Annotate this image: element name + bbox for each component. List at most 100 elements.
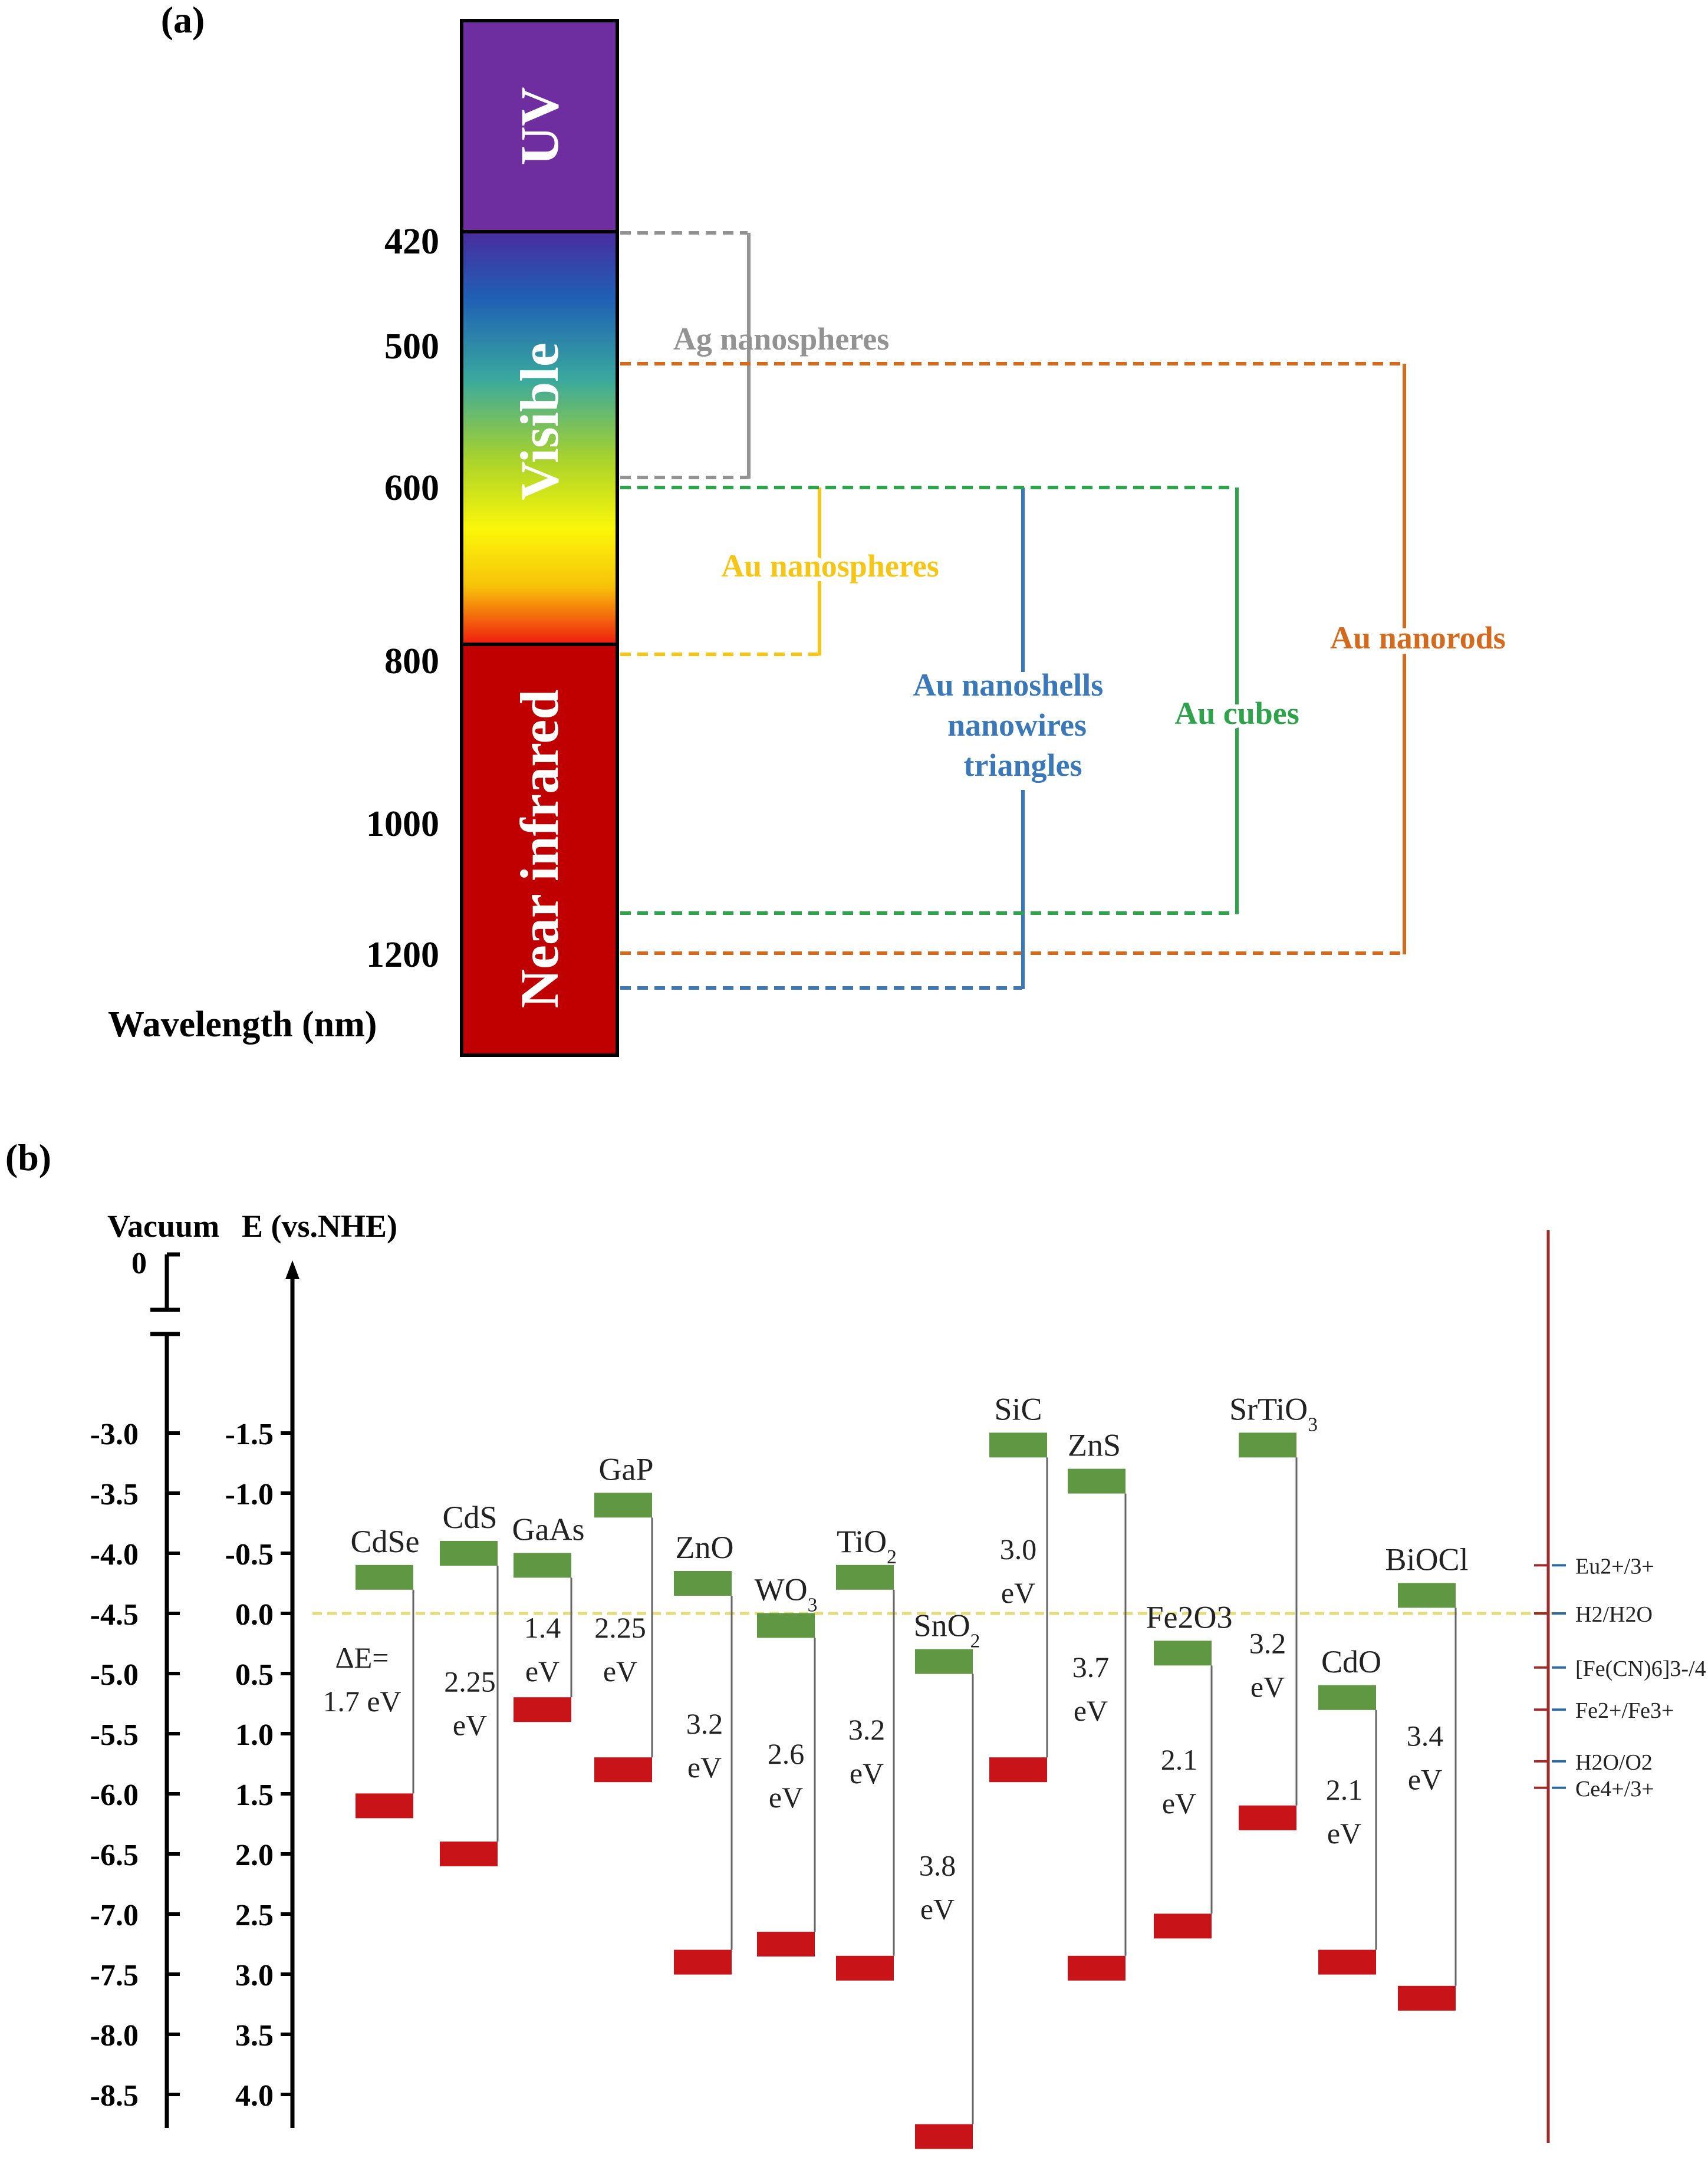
vacuum-tick-label: -6.0 [90, 1778, 139, 1812]
vacuum-tick-label: -5.5 [90, 1718, 139, 1752]
band-gap-label: eV [920, 1893, 955, 1926]
vacuum-tick-label: -6.5 [90, 1839, 139, 1872]
semiconductor-name: GaAs [512, 1511, 585, 1547]
conduction-band [356, 1564, 413, 1590]
au-nanoshells-label-line-2: nanowires [947, 707, 1087, 743]
valence-band [836, 1955, 894, 1981]
valence-band [594, 1757, 652, 1783]
au-nanospheres-label: Au nanospheres [721, 548, 939, 584]
band-gap-label: 2.25 [594, 1611, 646, 1644]
band-gap-label: 2.25 [444, 1665, 496, 1698]
au-nanorods-label: Au nanorods [1330, 620, 1506, 656]
semiconductor-name: Fe2O3 [1146, 1599, 1233, 1635]
wavelength-tick-1200: 1200 [366, 935, 439, 975]
visible-region [460, 230, 619, 646]
band-gap-label: eV [1408, 1763, 1442, 1796]
valence-band [915, 2124, 973, 2149]
valence-band [356, 1793, 413, 1819]
conduction-band [594, 1493, 652, 1518]
wavelength-tick-1000: 1000 [366, 804, 439, 844]
band-gap-label: 2.1 [1326, 1773, 1363, 1806]
redox-couple: H2/H2O [1534, 1602, 1653, 1627]
semiconductor-sic: SiC 3.0 eV [989, 1391, 1048, 1783]
band-gap-label: 3.7 [1072, 1651, 1110, 1684]
semiconductor-name: CdSe [350, 1524, 419, 1559]
vacuum-tick-label: -3.5 [90, 1478, 139, 1511]
band-gap-label: 3.4 [1407, 1719, 1444, 1752]
nhe-tick-label: 4.0 [235, 2079, 274, 2113]
au-nanospheres-bracket [620, 486, 821, 656]
semiconductor-name: SnO2 [914, 1608, 980, 1652]
band-gap-label: eV [603, 1655, 637, 1688]
semiconductor-wo3: WO3 2.6 eV [755, 1572, 818, 1957]
valence-band [1068, 1955, 1125, 1981]
semiconductor-sno2: SnO2 3.8 eV [914, 1608, 980, 2149]
au-nanoshells-label-line-1: Au nanoshells [913, 667, 1104, 703]
conduction-band [1154, 1641, 1212, 1666]
band-gap-label: 1.7 eV [322, 1685, 401, 1718]
redox-couple-label: Fe2+/Fe3+ [1575, 1698, 1674, 1723]
vacuum-tick-label: -8.0 [90, 2019, 139, 2053]
band-gap-label: eV [453, 1709, 487, 1742]
semiconductor-cdse: CdSe ΔE= 1.7 eV [322, 1524, 420, 1819]
redox-couple-label: H2/H2O [1575, 1602, 1653, 1627]
band-gap-label: eV [1074, 1694, 1108, 1727]
wavelength-axis-label: Wavelength (nm) [108, 1004, 377, 1045]
conduction-band [1068, 1468, 1125, 1494]
semiconductor-fe2o3: Fe2O3 2.1 eV [1146, 1599, 1233, 1939]
nhe-tick-label: 2.5 [235, 1899, 274, 1932]
redox-couple-label: Eu2+/3+ [1575, 1554, 1654, 1579]
semiconductor-srtio3: SrTiO3 3.2 eV [1229, 1391, 1318, 1830]
conduction-band [915, 1649, 973, 1674]
conduction-band [514, 1553, 571, 1578]
nhe-axis [285, 1260, 300, 2128]
band-gap-label: 3.0 [1000, 1533, 1037, 1566]
redox-couple-label: Ce4+/3+ [1575, 1777, 1654, 1801]
valence-band [989, 1757, 1047, 1783]
near-infrared-region [460, 643, 619, 1057]
band-gap-label: eV [525, 1655, 560, 1688]
conduction-band [836, 1564, 894, 1590]
au-nanorods-bracket [620, 362, 1406, 955]
band-gap-label: eV [1327, 1817, 1361, 1850]
uv-region [460, 19, 619, 233]
semiconductor-name: TiO2 [837, 1524, 897, 1568]
band-gap-label: 3.2 [686, 1707, 723, 1740]
semiconductor-tio2: TiO2 3.2 eV [836, 1524, 897, 1981]
nhe-tick-label: -1.5 [225, 1418, 274, 1451]
semiconductor-cds: CdS 2.25 eV [440, 1500, 499, 1866]
au-cubes-bracket [620, 486, 1239, 915]
wavelength-tick-500: 500 [384, 327, 439, 367]
redox-couple: Eu2+/3+ [1534, 1554, 1654, 1579]
valence-band [440, 1842, 498, 1866]
conduction-band [674, 1571, 732, 1596]
band-gap-label: eV [1162, 1787, 1196, 1820]
redox-couple-label: [Fe(CN)6]3-/4 [1575, 1656, 1706, 1681]
ag-nanospheres-bracket [620, 231, 751, 479]
conduction-band [757, 1613, 815, 1638]
wavelength-tick-600: 600 [384, 468, 439, 508]
wavelength-tick-800: 800 [384, 641, 439, 681]
band-gap-label: 1.4 [524, 1611, 561, 1644]
semiconductor-name: ZnS [1068, 1428, 1121, 1463]
semiconductor-name: CdO [1321, 1644, 1381, 1679]
panel-a: (a) UV Visible Near infrared 420 500 600… [108, 0, 1511, 1057]
vacuum-tick-label: -4.0 [90, 1538, 139, 1572]
valence-band [1154, 1913, 1212, 1939]
semiconductor-zno: ZnO 3.2 eV [674, 1530, 733, 1975]
semiconductor-name: ZnO [676, 1530, 734, 1565]
visible-region-label: Visible [509, 342, 570, 500]
nhe-tick-label: 0.5 [235, 1658, 274, 1692]
band-gap-label: 2.1 [1161, 1743, 1198, 1776]
wavelength-tick-420: 420 [384, 222, 439, 262]
conduction-band [989, 1432, 1047, 1458]
panel-b-label: (b) [5, 1137, 51, 1178]
redox-couple: Fe2+/Fe3+ [1534, 1698, 1674, 1723]
band-gap-label: ΔE= [335, 1641, 389, 1674]
band-gap-label: eV [850, 1757, 884, 1790]
valence-band [1239, 1805, 1296, 1830]
semiconductor-name: WO3 [755, 1572, 818, 1616]
vacuum-tick-label: -7.0 [90, 1899, 139, 1932]
nhe-axis-title: E (vs.NHE) [242, 1208, 397, 1244]
semiconductor-gaas: GaAs 1.4 eV [512, 1511, 585, 1722]
